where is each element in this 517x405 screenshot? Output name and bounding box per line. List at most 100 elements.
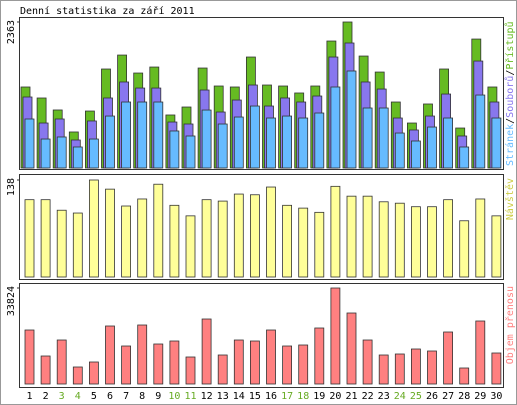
bar [314,327,325,385]
bar [153,101,164,169]
bar [201,109,212,169]
bar [362,339,373,385]
x-tick-label: 11 [184,391,196,402]
bar [24,329,35,385]
y-tick-label: 2363 [6,20,17,44]
bar [40,138,51,169]
bar [394,202,405,278]
bar [443,199,454,278]
bar [249,194,260,278]
bar [266,329,276,385]
x-tick-label: 1 [26,391,32,402]
bar [491,117,502,169]
x-tick-label: 26 [426,391,438,402]
bar [72,366,83,385]
bar [185,356,196,385]
bar [89,361,99,385]
x-tick-label: 9 [155,391,161,402]
x-tick-label: 28 [458,391,470,402]
bar [105,188,115,278]
legend-entry: Návštěv [504,178,516,220]
bar [72,146,83,169]
bar [233,193,244,278]
bar [89,179,99,278]
panel [19,17,504,170]
x-tick-label: 29 [474,391,486,402]
bar [378,201,389,278]
x-tick-label: 20 [329,391,341,402]
bar [475,320,486,385]
x-tick-label: 27 [442,391,454,402]
bar [298,117,309,169]
bar [233,116,244,169]
bar [282,204,293,278]
bar [410,348,421,385]
x-tick-label: 22 [362,391,374,402]
bar [491,215,502,278]
x-tick-label: 14 [233,391,245,402]
y-tick-label: 33824 [6,286,17,316]
bar [394,353,405,385]
legend: Stránek/Souborů/Přístupů [504,21,516,166]
legend-entry: Stránek [504,124,516,166]
bar [137,198,148,278]
x-tick-label: 6 [107,391,113,402]
bar [56,209,67,278]
x-tick-label: 19 [313,391,325,402]
bar [491,352,502,385]
bar [298,207,309,278]
x-tick-label: 30 [490,391,502,402]
bar [282,345,293,385]
x-tick-label: 5 [91,391,97,402]
bar [249,340,260,385]
bar [217,123,228,169]
bar [153,183,164,278]
legend-entry: Souborů [504,76,516,118]
bar [346,195,357,278]
bar [378,107,389,169]
bar [459,220,470,278]
x-tick-label: 24 [394,391,406,402]
bar [201,318,212,385]
bar [105,115,115,169]
x-tick-label: 3 [59,391,65,402]
bar [217,354,228,385]
x-tick-label: 7 [123,391,129,402]
bar [121,345,131,385]
bar [475,94,486,169]
y-tick-label: 138 [6,178,17,196]
x-tick-label: 8 [139,391,145,402]
x-tick-label: 10 [168,391,180,402]
bar [443,117,454,169]
bar [217,200,228,278]
panel [19,283,504,388]
bar [362,107,373,169]
bar [24,199,35,278]
bar [233,339,244,385]
x-tick-label: 2 [43,391,49,402]
bar [121,101,131,169]
bar [89,138,99,169]
x-tick-label: 18 [297,391,309,402]
x-tick-label: 17 [281,391,293,402]
bar [314,211,325,278]
x-tick-label: 25 [410,391,422,402]
legend-entry: Přístupů [504,21,516,69]
bar [137,101,148,169]
x-tick-label: 23 [378,391,390,402]
bar [362,195,373,278]
bar [121,205,131,278]
bar [169,130,180,169]
bar [137,324,148,385]
bar [459,367,470,385]
x-tick-label: 15 [249,391,261,402]
chart-title: Denní statistika za září 2011 [20,5,195,17]
bar [427,350,437,385]
bar [443,331,454,385]
x-tick-label: 21 [345,391,357,402]
bar [266,117,276,169]
legend-separator: / [505,118,516,124]
bar [378,354,389,385]
bar [346,312,357,385]
